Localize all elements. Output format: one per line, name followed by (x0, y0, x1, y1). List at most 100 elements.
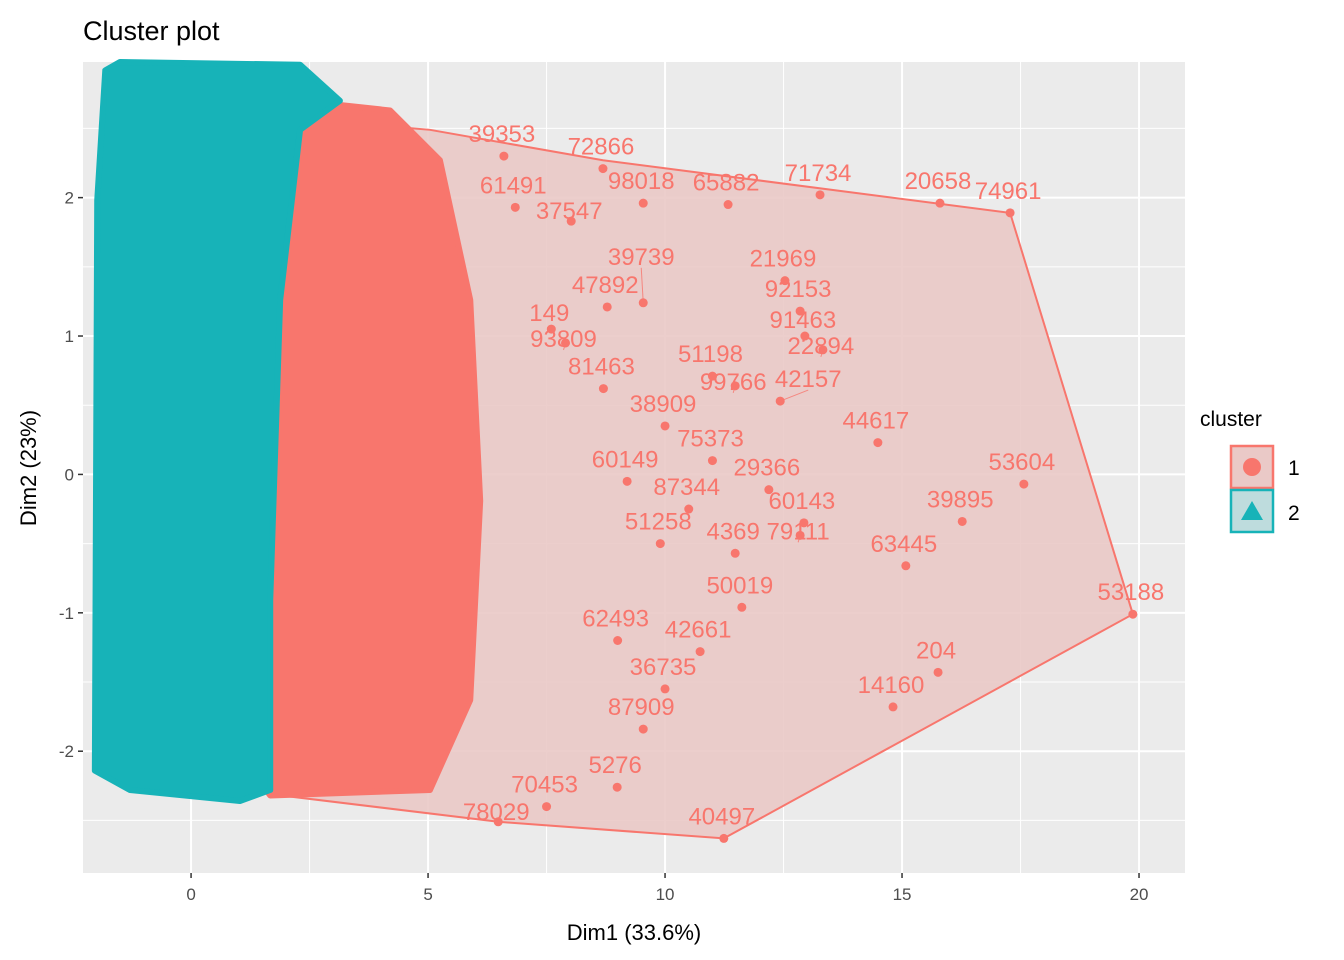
data-point (499, 151, 509, 161)
point-label: 51198 (678, 341, 743, 368)
point-label: 62493 (582, 605, 649, 632)
point-label: 87344 (653, 474, 720, 501)
point-label: 39895 (927, 486, 994, 513)
legend-circle-icon (1243, 458, 1261, 476)
x-tick-label: 10 (656, 885, 675, 904)
legend-triangle-icon (1241, 501, 1263, 520)
cluster1-points (493, 151, 1138, 843)
point-label: 53604 (988, 449, 1055, 476)
data-point (1128, 609, 1138, 619)
data-point (598, 384, 608, 394)
data-point (1019, 479, 1029, 489)
data-point (695, 647, 705, 657)
point-label: 98018 (608, 168, 675, 195)
point-label: 38909 (630, 391, 697, 418)
x-tick-label: 20 (1130, 885, 1149, 904)
point-label: 50019 (706, 572, 773, 599)
data-point (622, 476, 632, 486)
point-label: 21969 (750, 246, 817, 273)
data-point (723, 200, 733, 210)
point-label: 51258 (625, 509, 692, 536)
point-label: 149 (529, 300, 569, 327)
point-label: 36735 (630, 654, 697, 681)
data-point (707, 456, 717, 466)
point-label: 37547 (536, 198, 603, 225)
data-point (780, 276, 790, 286)
data-point (730, 548, 740, 558)
data-point (818, 345, 828, 355)
point-label: 61491 (480, 172, 547, 199)
y-tick-label: 0 (65, 465, 74, 484)
point-label: 40497 (688, 803, 755, 830)
data-point (730, 381, 740, 391)
data-point (613, 635, 623, 645)
y-tick-label: 1 (65, 327, 74, 346)
point-label: 22894 (788, 333, 855, 360)
point-label: 87909 (608, 694, 675, 721)
data-point (815, 190, 825, 200)
legend-label-2: 2 (1288, 502, 1300, 525)
data-point (602, 302, 612, 312)
x-tick-label: 0 (186, 885, 195, 904)
point-label: 72866 (568, 134, 635, 161)
data-point (800, 331, 810, 341)
data-point (935, 198, 945, 208)
point-label: 20658 (905, 168, 972, 195)
axis-ticks: 0 5 10 15 20 -2 -1 0 1 2 (59, 189, 1149, 904)
data-point (566, 216, 576, 226)
point-label: 74961 (975, 178, 1042, 205)
point-label: 91463 (769, 307, 836, 334)
point-label: 79111 (767, 518, 830, 545)
point-label: 60143 (769, 488, 836, 515)
point-label: 60149 (592, 446, 659, 473)
cluster2-dense-points (91, 59, 343, 805)
data-point (542, 802, 552, 812)
point-label: 78029 (463, 799, 530, 826)
x-tick-label: 5 (423, 885, 432, 904)
chart-title: Cluster plot (83, 16, 220, 46)
y-tick-label: -1 (59, 604, 74, 623)
cluster1-point-labels: 72866 71734 20658 74961 65882 98018 6149137547… (463, 121, 1164, 830)
x-tick-label: 15 (893, 885, 912, 904)
data-point (901, 561, 911, 571)
point-label: 14160 (858, 672, 925, 699)
legend-title: cluster (1200, 408, 1262, 431)
point-label: 93809 (530, 326, 597, 353)
point-label: 39739 (608, 244, 675, 271)
data-point (764, 485, 774, 495)
point-label: 99766 (700, 369, 767, 396)
point-label: 39353 (469, 121, 536, 148)
data-point (707, 371, 717, 381)
data-point (957, 516, 967, 526)
legend: cluster 1 2 (1200, 408, 1300, 534)
point-label: 81463 (568, 354, 635, 381)
point-label: 5276 (588, 752, 641, 779)
data-point (561, 338, 571, 348)
y-axis-label: Dim2 (23%) (16, 410, 41, 526)
data-point (546, 324, 556, 334)
data-point (1005, 208, 1015, 218)
y-tick-label: -2 (59, 742, 74, 761)
data-point (638, 198, 648, 208)
point-label: 75373 (677, 426, 744, 453)
data-point (719, 833, 729, 843)
point-label: 71734 (785, 160, 852, 187)
point-label: 44617 (842, 408, 909, 435)
data-point (612, 782, 622, 792)
point-label: 65882 (693, 170, 760, 197)
point-label: 53188 (1097, 579, 1164, 606)
point-label: 47892 (572, 272, 639, 299)
data-point (933, 667, 943, 677)
point-label: 63445 (870, 531, 937, 558)
label-leader-line (640, 267, 644, 303)
data-point (684, 504, 694, 514)
x-axis-label: Dim1 (33.6%) (567, 920, 701, 945)
data-point (638, 724, 648, 734)
point-label: 70453 (511, 772, 578, 799)
label-leader-line (780, 389, 809, 402)
data-point (660, 421, 670, 431)
data-point (737, 602, 747, 612)
point-label: 42661 (665, 617, 732, 644)
